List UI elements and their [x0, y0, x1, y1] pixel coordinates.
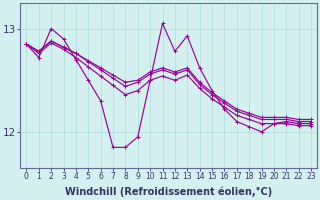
X-axis label: Windchill (Refroidissement éolien,°C): Windchill (Refroidissement éolien,°C)	[65, 187, 272, 197]
